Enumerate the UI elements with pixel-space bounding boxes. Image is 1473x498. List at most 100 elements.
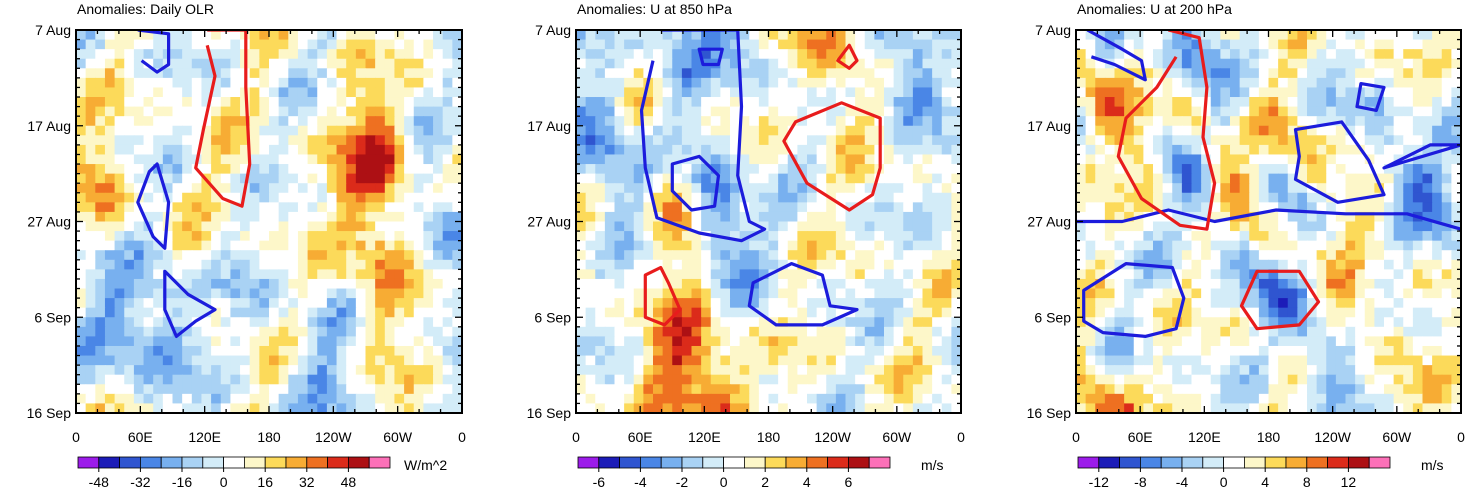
field-cell [172, 317, 183, 328]
field-cell [240, 336, 251, 347]
field-cell [384, 30, 396, 41]
field-cell [442, 307, 453, 318]
field-cell [864, 240, 875, 251]
field-cell [76, 374, 87, 385]
field-cell [922, 183, 933, 194]
field-cell [604, 269, 616, 280]
field-cell [278, 221, 289, 232]
field-cell [404, 288, 415, 299]
field-cell [201, 278, 212, 290]
field-cell [336, 317, 347, 328]
field-cell [710, 393, 721, 405]
field-cell [1085, 317, 1096, 328]
field-cell [1355, 288, 1366, 299]
field-cell [768, 269, 779, 280]
field-cell [778, 355, 789, 366]
field-cell [864, 125, 875, 136]
field-cell [845, 259, 856, 270]
field-cell [768, 403, 779, 413]
field-cell [807, 144, 818, 156]
field-cell [662, 288, 673, 299]
field-cell [932, 183, 943, 194]
field-cell [1335, 326, 1347, 337]
field-cell [758, 116, 770, 127]
field-cell [162, 77, 174, 89]
field-cell [1307, 278, 1318, 290]
field-cell [1335, 154, 1347, 165]
field-cell [394, 365, 405, 376]
field-cell [1191, 345, 1202, 357]
field-cell [1153, 298, 1164, 309]
field-cell [249, 240, 260, 251]
field-cell [855, 183, 866, 194]
colorbar-swatch [181, 456, 204, 469]
field-cell [672, 144, 683, 156]
field-cell [191, 30, 203, 41]
field-cell [816, 58, 827, 69]
field-cell [404, 384, 415, 395]
field-cell [922, 192, 933, 203]
field-cell [884, 317, 895, 328]
field-cell [845, 87, 856, 98]
field-cell [1181, 355, 1193, 366]
field-cell [433, 317, 444, 328]
field-cell [1085, 240, 1096, 251]
field-cell [681, 345, 693, 357]
field-cell [114, 259, 125, 270]
field-cell [278, 154, 289, 165]
field-cell [114, 403, 125, 413]
field-cell [912, 164, 924, 175]
field-cell [85, 164, 96, 175]
field-cell [604, 144, 616, 156]
field-cell [172, 250, 183, 261]
field-cell [182, 164, 193, 175]
field-cell [778, 87, 789, 98]
field-cell [778, 269, 789, 280]
field-cell [672, 269, 683, 280]
field-cell [807, 202, 818, 213]
field-cell [922, 77, 933, 89]
field-cell [932, 211, 943, 223]
field-cell [1278, 355, 1289, 366]
field-cell [1220, 231, 1231, 242]
field-cell [442, 77, 453, 89]
field-cell [739, 58, 750, 69]
field-cell [423, 173, 434, 184]
field-cell [1316, 87, 1327, 98]
field-cell [864, 30, 875, 41]
field-cell [672, 58, 683, 69]
field-cell [826, 30, 837, 41]
field-cell [269, 30, 280, 41]
field-cell [1124, 317, 1135, 328]
field-cell [1307, 97, 1318, 108]
field-cell [1220, 317, 1231, 328]
field-cell [85, 269, 96, 280]
field-cell [317, 154, 328, 165]
field-cell [442, 355, 453, 366]
field-cell [317, 355, 328, 366]
field-cell [114, 154, 125, 165]
field-cell [1076, 116, 1087, 127]
field-cell [133, 211, 145, 223]
field-cell [1432, 231, 1443, 242]
field-cell [1258, 211, 1270, 223]
field-cell [893, 250, 904, 261]
field-cell [143, 374, 154, 385]
field-cell [220, 374, 231, 385]
field-cell [691, 87, 702, 98]
field-cell [249, 77, 260, 89]
field-cell [307, 336, 318, 347]
field-cell [1201, 192, 1212, 203]
field-cell [365, 164, 376, 175]
field-cell [211, 374, 222, 385]
field-cell [1278, 259, 1289, 270]
field-cell [807, 97, 818, 108]
field-cell [855, 345, 866, 357]
field-cell [394, 355, 405, 366]
field-cell [614, 298, 625, 309]
field-cell [787, 278, 798, 290]
field-cell [259, 30, 270, 41]
field-cell [893, 125, 904, 136]
field-cell [433, 336, 444, 347]
